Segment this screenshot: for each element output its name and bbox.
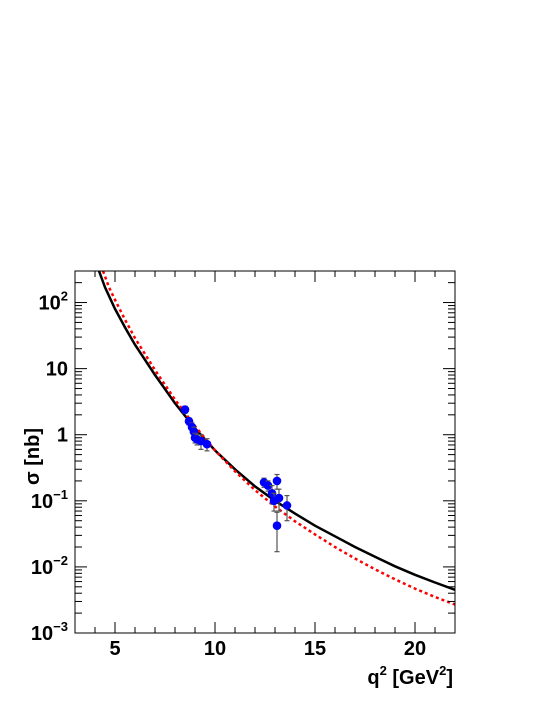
x-tick-label: 20 [404,638,426,660]
data-point [263,480,273,492]
x-tick-label: 5 [109,638,120,660]
y-tick-label: 10 [46,359,68,381]
data-point [180,405,190,415]
data-marker [272,476,282,486]
data-point [202,438,212,452]
y-axis: 10−3 10−2 10−1 1 10 102 [31,270,455,645]
y-tick-label: 1 [57,425,68,447]
y-tick-label: 102 [39,289,68,315]
x-axis: 5 10 15 20 [74,271,456,660]
data-point [274,488,284,512]
dotted-red-curve [101,271,455,606]
data-marker [272,521,282,531]
data-marker [180,405,190,414]
data-marker [274,493,284,503]
data-marker [263,481,273,490]
plot-frame [74,270,456,634]
x-axis-label: q2 [GeV2] [367,663,453,689]
curves-layer [97,271,455,606]
y-tick-label: 10−1 [31,487,68,513]
data-marker [202,439,212,449]
y-tick-label: 10−3 [31,619,68,645]
data-point [196,434,206,450]
data-marker [282,501,292,510]
x-tick-label: 15 [304,638,326,660]
y-axis-label: σ [nb] [22,428,44,485]
data-point [272,473,282,490]
solid-black-curve [97,271,455,591]
data-points-layer [180,405,292,553]
data-point [272,511,282,553]
data-point [282,494,292,522]
x-tick-label: 10 [204,638,226,660]
y-tick-label: 10−2 [31,553,68,579]
